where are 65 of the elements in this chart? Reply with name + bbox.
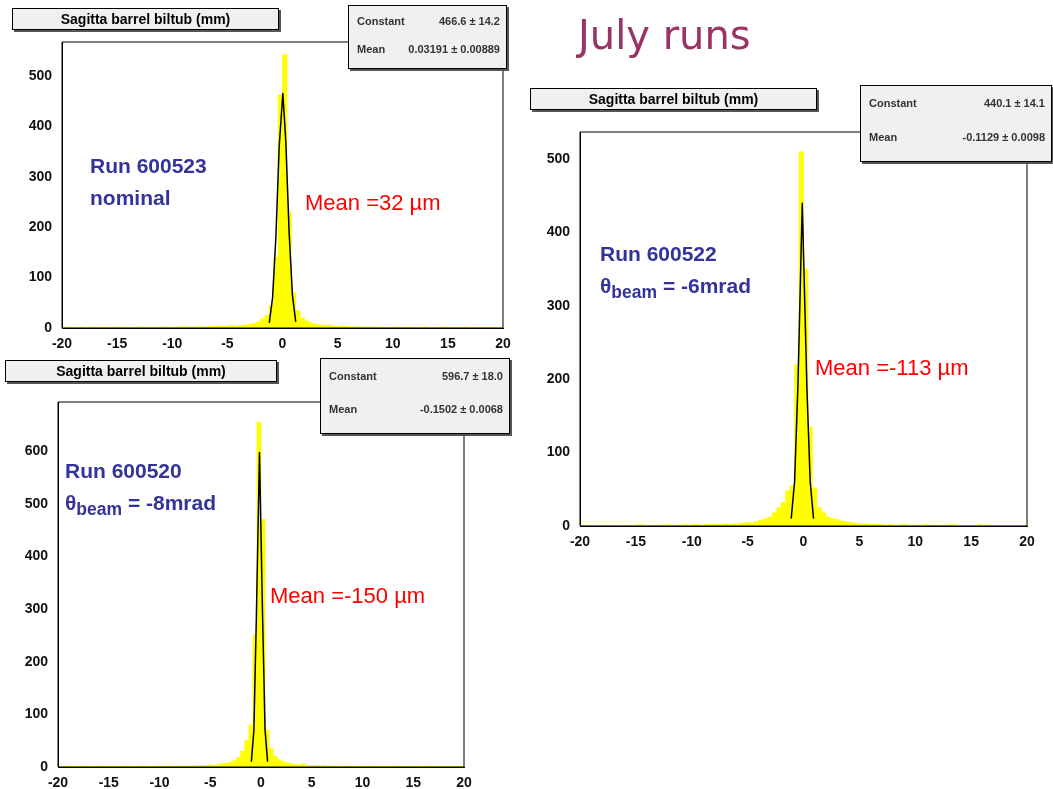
x-tick-label: -20 [47, 774, 69, 789]
x-tick-label: 15 [405, 774, 422, 789]
y-tick-label: 400 [28, 117, 53, 134]
chart-title: Sagitta barrel biltub (mm) [12, 8, 279, 30]
text: July runs [578, 12, 751, 58]
x-tick-label: -15 [98, 774, 120, 789]
x-tick-label: 10 [354, 774, 371, 789]
y-tick-label: 500 [546, 150, 571, 167]
y-tick-label: 0 [562, 516, 571, 533]
x-tick-label: 10 [384, 335, 401, 352]
x-tick-label: 0 [799, 533, 808, 550]
y-tick-label: 300 [28, 167, 53, 184]
x-tick-label: 5 [855, 533, 864, 550]
x-tick-label: -5 [204, 774, 217, 789]
y-tick-label: 300 [546, 296, 571, 313]
annotation: Mean [357, 43, 386, 56]
x-tick-label: -15 [107, 335, 128, 352]
x-tick-label: -20 [569, 533, 591, 550]
annotation: Run 600520 θ$_{beam}$ = -8mrad [65, 458, 217, 522]
x-tick-label: -10 [162, 335, 183, 352]
x-tick-label: -15 [625, 533, 647, 550]
stats-box: Constant 440.1 ± 14.1 Mean -0.1129 ± 0.0098 [860, 85, 1052, 162]
x-tick-label: -20 [51, 335, 73, 352]
x-tick-label: 0 [278, 335, 287, 352]
chart-title: Sagitta barrel biltub (mm) [530, 88, 817, 110]
x-tick-label: 5 [333, 335, 342, 352]
annotation: Run 600523 nominal [90, 153, 207, 211]
x-tick-label: 0 [257, 774, 266, 789]
stats-box: Constant 596.7 ± 18.0 Mean -0.1502 ± 0.0068 [320, 358, 510, 434]
y-tick-label: 400 [24, 547, 49, 564]
y-tick-label: 600 [24, 441, 49, 458]
annotation: Mean [869, 131, 898, 143]
x-tick-label: 20 [456, 774, 472, 789]
x-tick-label: 10 [907, 533, 924, 550]
annotation: Mean =-150 µm [270, 583, 426, 609]
y-tick-label: 200 [546, 370, 571, 387]
x-tick-label: -5 [741, 533, 755, 550]
y-tick-label: 0 [44, 318, 53, 335]
y-tick-label: 500 [28, 66, 53, 83]
annotation: Mean [329, 403, 358, 416]
y-tick-label: 200 [28, 217, 53, 234]
annotation: -0.1502 ± 0.0068 [419, 403, 503, 416]
y-tick-label: 100 [546, 443, 571, 460]
x-tick-label: 20 [1019, 533, 1035, 550]
x-tick-label: -10 [681, 533, 703, 550]
annotation: Mean =32 µm [305, 190, 441, 216]
y-tick-label: 100 [24, 705, 49, 722]
x-tick-label: 15 [440, 335, 456, 352]
y-tick-label: 0 [40, 757, 49, 774]
y-tick-label: 500 [24, 494, 49, 511]
x-tick-label: 5 [307, 774, 316, 789]
y-tick-label: 300 [24, 599, 49, 616]
x-tick-label: -10 [149, 774, 170, 789]
stats-box: Constant 466.6 ± 14.2 Mean 0.03191 ± 0.00889 [348, 5, 507, 69]
annotation: -0.1129 ± 0.0098 [962, 131, 1045, 143]
annotation: Mean =-113 µm [815, 355, 969, 381]
x-tick-label: -5 [221, 335, 234, 352]
y-tick-label: 200 [24, 652, 49, 669]
x-tick-label: 15 [963, 533, 980, 550]
x-tick-label: 20 [495, 335, 511, 352]
annotation: Run 600522 θ$_{beam}$ = -6mrad [600, 241, 752, 305]
y-tick-label: 100 [28, 268, 53, 285]
annotation: 0.03191 ± 0.00889 [408, 43, 500, 56]
chart-title: Sagitta barrel biltub (mm) [5, 360, 277, 382]
y-tick-label: 400 [546, 223, 571, 240]
